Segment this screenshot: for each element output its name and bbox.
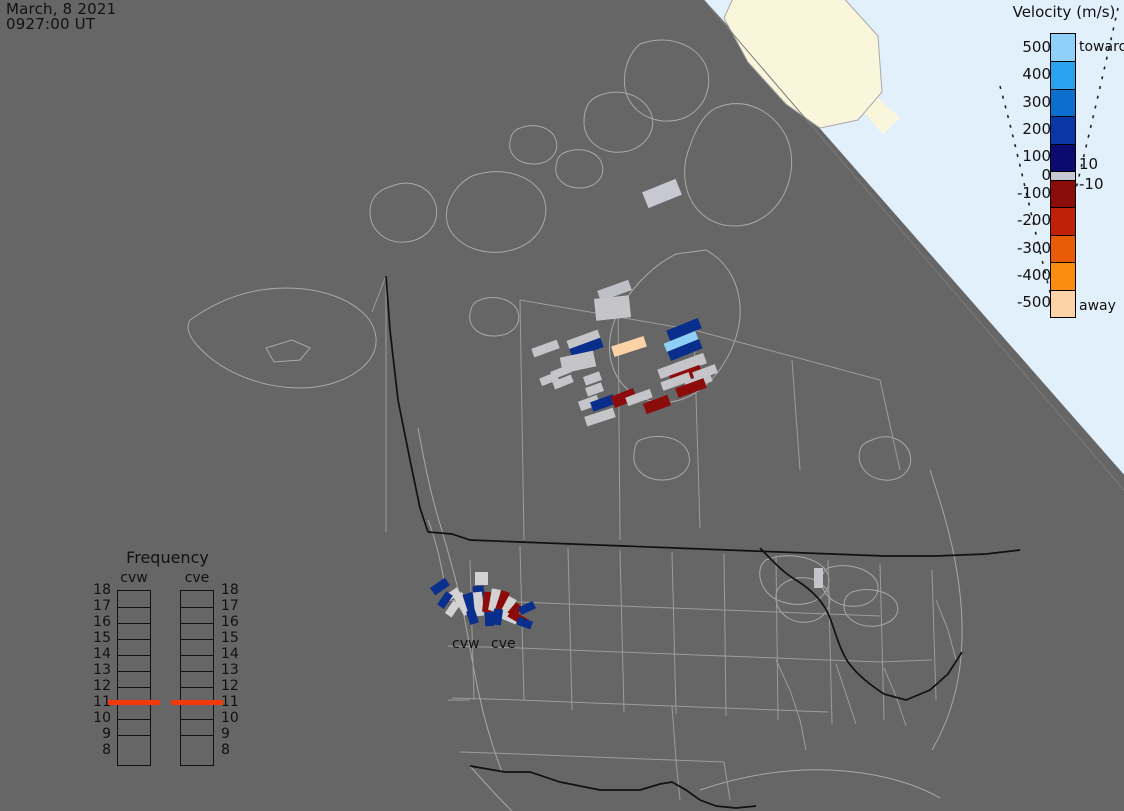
frequency-scale-label: 16 xyxy=(221,614,239,630)
velocity-cell xyxy=(484,611,494,627)
frequency-row xyxy=(181,623,213,639)
colorbar-title: Velocity (m/s) xyxy=(1012,3,1116,21)
frequency-scale-label: 9 xyxy=(102,726,111,742)
colorbar-tick-label: 400 xyxy=(1022,65,1051,84)
frequency-scale-label: 13 xyxy=(93,662,111,678)
colorbar-tick-label: -500 xyxy=(1016,293,1051,312)
frequency-scale-label: 15 xyxy=(221,630,239,646)
colorbar-band xyxy=(1051,262,1075,290)
frequency-scale-label: 8 xyxy=(221,742,230,758)
frequency-row xyxy=(118,719,150,735)
frequency-column-cvw xyxy=(117,590,151,766)
colorbar-band xyxy=(1051,88,1075,117)
dotted-meridian-2 xyxy=(1059,7,1119,257)
frequency-column-header-cve: cve xyxy=(184,570,210,586)
timestamp: March, 8 2021 0927:00 UT xyxy=(6,2,116,32)
colorbar-band xyxy=(1051,170,1075,180)
frequency-row xyxy=(118,639,150,655)
station-label-cvw: cvw xyxy=(452,636,480,652)
frequency-scale-label: 14 xyxy=(221,646,239,662)
colorbar-band xyxy=(1051,234,1075,263)
frequency-scale-label: 11 xyxy=(221,694,239,710)
frequency-row xyxy=(181,703,213,719)
frequency-scale-label: 9 xyxy=(221,726,230,742)
colorbar-band xyxy=(1051,207,1075,235)
colorbar-tick-label: 500 xyxy=(1022,37,1051,56)
colorbar-tick-label: -200 xyxy=(1016,211,1051,230)
frequency-legend-title: Frequency xyxy=(126,548,209,567)
frequency-scale-label: 17 xyxy=(93,598,111,614)
colorbar-toward-label: toward xyxy=(1079,39,1124,55)
frequency-row xyxy=(118,671,150,687)
frequency-row xyxy=(181,671,213,687)
frequency-legend: Frequency cvw 18 17 16 15 14 13 12 11 10 9 8 cve 18 17… xyxy=(85,548,250,783)
colorbar-tick-label: 300 xyxy=(1022,92,1051,111)
colorbar-band xyxy=(1051,179,1075,208)
colorbar-neg-threshold-label: -10 xyxy=(1079,175,1104,193)
frequency-scale-label: 12 xyxy=(221,678,239,694)
frequency-scale-label: 18 xyxy=(93,582,111,598)
frequency-scale-label: 14 xyxy=(93,646,111,662)
frequency-row xyxy=(181,735,213,751)
colorbar-band xyxy=(1051,116,1075,144)
timestamp-time: 0927:00 UT xyxy=(6,15,96,33)
frequency-row xyxy=(181,607,213,623)
velocity-cell xyxy=(813,568,823,588)
frequency-row xyxy=(118,703,150,719)
frequency-scale-label: 10 xyxy=(221,710,239,726)
timestamp-date: March, 8 2021 xyxy=(6,0,117,18)
colorbar-away-label: away xyxy=(1079,298,1116,314)
frequency-row xyxy=(118,591,150,607)
frequency-marker-cvw xyxy=(108,700,160,705)
frequency-row xyxy=(118,623,150,639)
frequency-row xyxy=(181,591,213,607)
greenland-landmass xyxy=(723,0,883,129)
dotted-meridian xyxy=(999,85,1053,301)
frequency-scale-label: 16 xyxy=(93,614,111,630)
frequency-column-cve xyxy=(180,590,214,766)
colorbar-band xyxy=(1051,143,1075,171)
frequency-row xyxy=(181,639,213,655)
frequency-scale-label: 13 xyxy=(221,662,239,678)
frequency-row xyxy=(118,655,150,671)
station-label-cve: cve xyxy=(491,636,516,652)
frequency-row xyxy=(118,687,150,703)
colorbar-band xyxy=(1051,34,1075,62)
frequency-column-header-cvw: cvw xyxy=(120,570,148,586)
colorbar-pos-threshold-label: 10 xyxy=(1079,155,1099,173)
frequency-marker-cve xyxy=(171,700,223,705)
frequency-scale-label: 15 xyxy=(93,630,111,646)
frequency-row xyxy=(181,655,213,671)
colorbar-tick-label: 0 xyxy=(1041,165,1051,184)
colorbar-band xyxy=(1051,61,1075,89)
frequency-row xyxy=(181,687,213,703)
frequency-scale-label: 10 xyxy=(93,710,111,726)
velocity-colorbar: Velocity (m/s) 500 400 300 200 100 0 -100 -200 -… xyxy=(995,0,1124,332)
colorbar-strip xyxy=(1050,33,1076,318)
velocity-cell xyxy=(474,571,488,585)
colorbar-tick-label: -100 xyxy=(1016,183,1051,202)
frequency-row xyxy=(118,607,150,623)
colorbar-tick-label: 100 xyxy=(1022,147,1051,166)
colorbar-tick-label: 200 xyxy=(1022,119,1051,138)
velocity-cell xyxy=(593,295,631,321)
frequency-row xyxy=(118,735,150,751)
frequency-scale-label: 18 xyxy=(221,582,239,598)
frequency-scale-label: 12 xyxy=(93,678,111,694)
frequency-scale-label: 17 xyxy=(221,598,239,614)
terminator-line xyxy=(703,0,1124,491)
colorbar-band xyxy=(1051,289,1075,317)
colorbar-tick-label: -400 xyxy=(1016,265,1051,284)
colorbar-tick-label: -300 xyxy=(1016,238,1051,257)
frequency-scale-label: 8 xyxy=(102,742,111,758)
national-borders xyxy=(385,275,1021,809)
frequency-scale-label: 11 xyxy=(93,694,111,710)
frequency-row xyxy=(181,719,213,735)
